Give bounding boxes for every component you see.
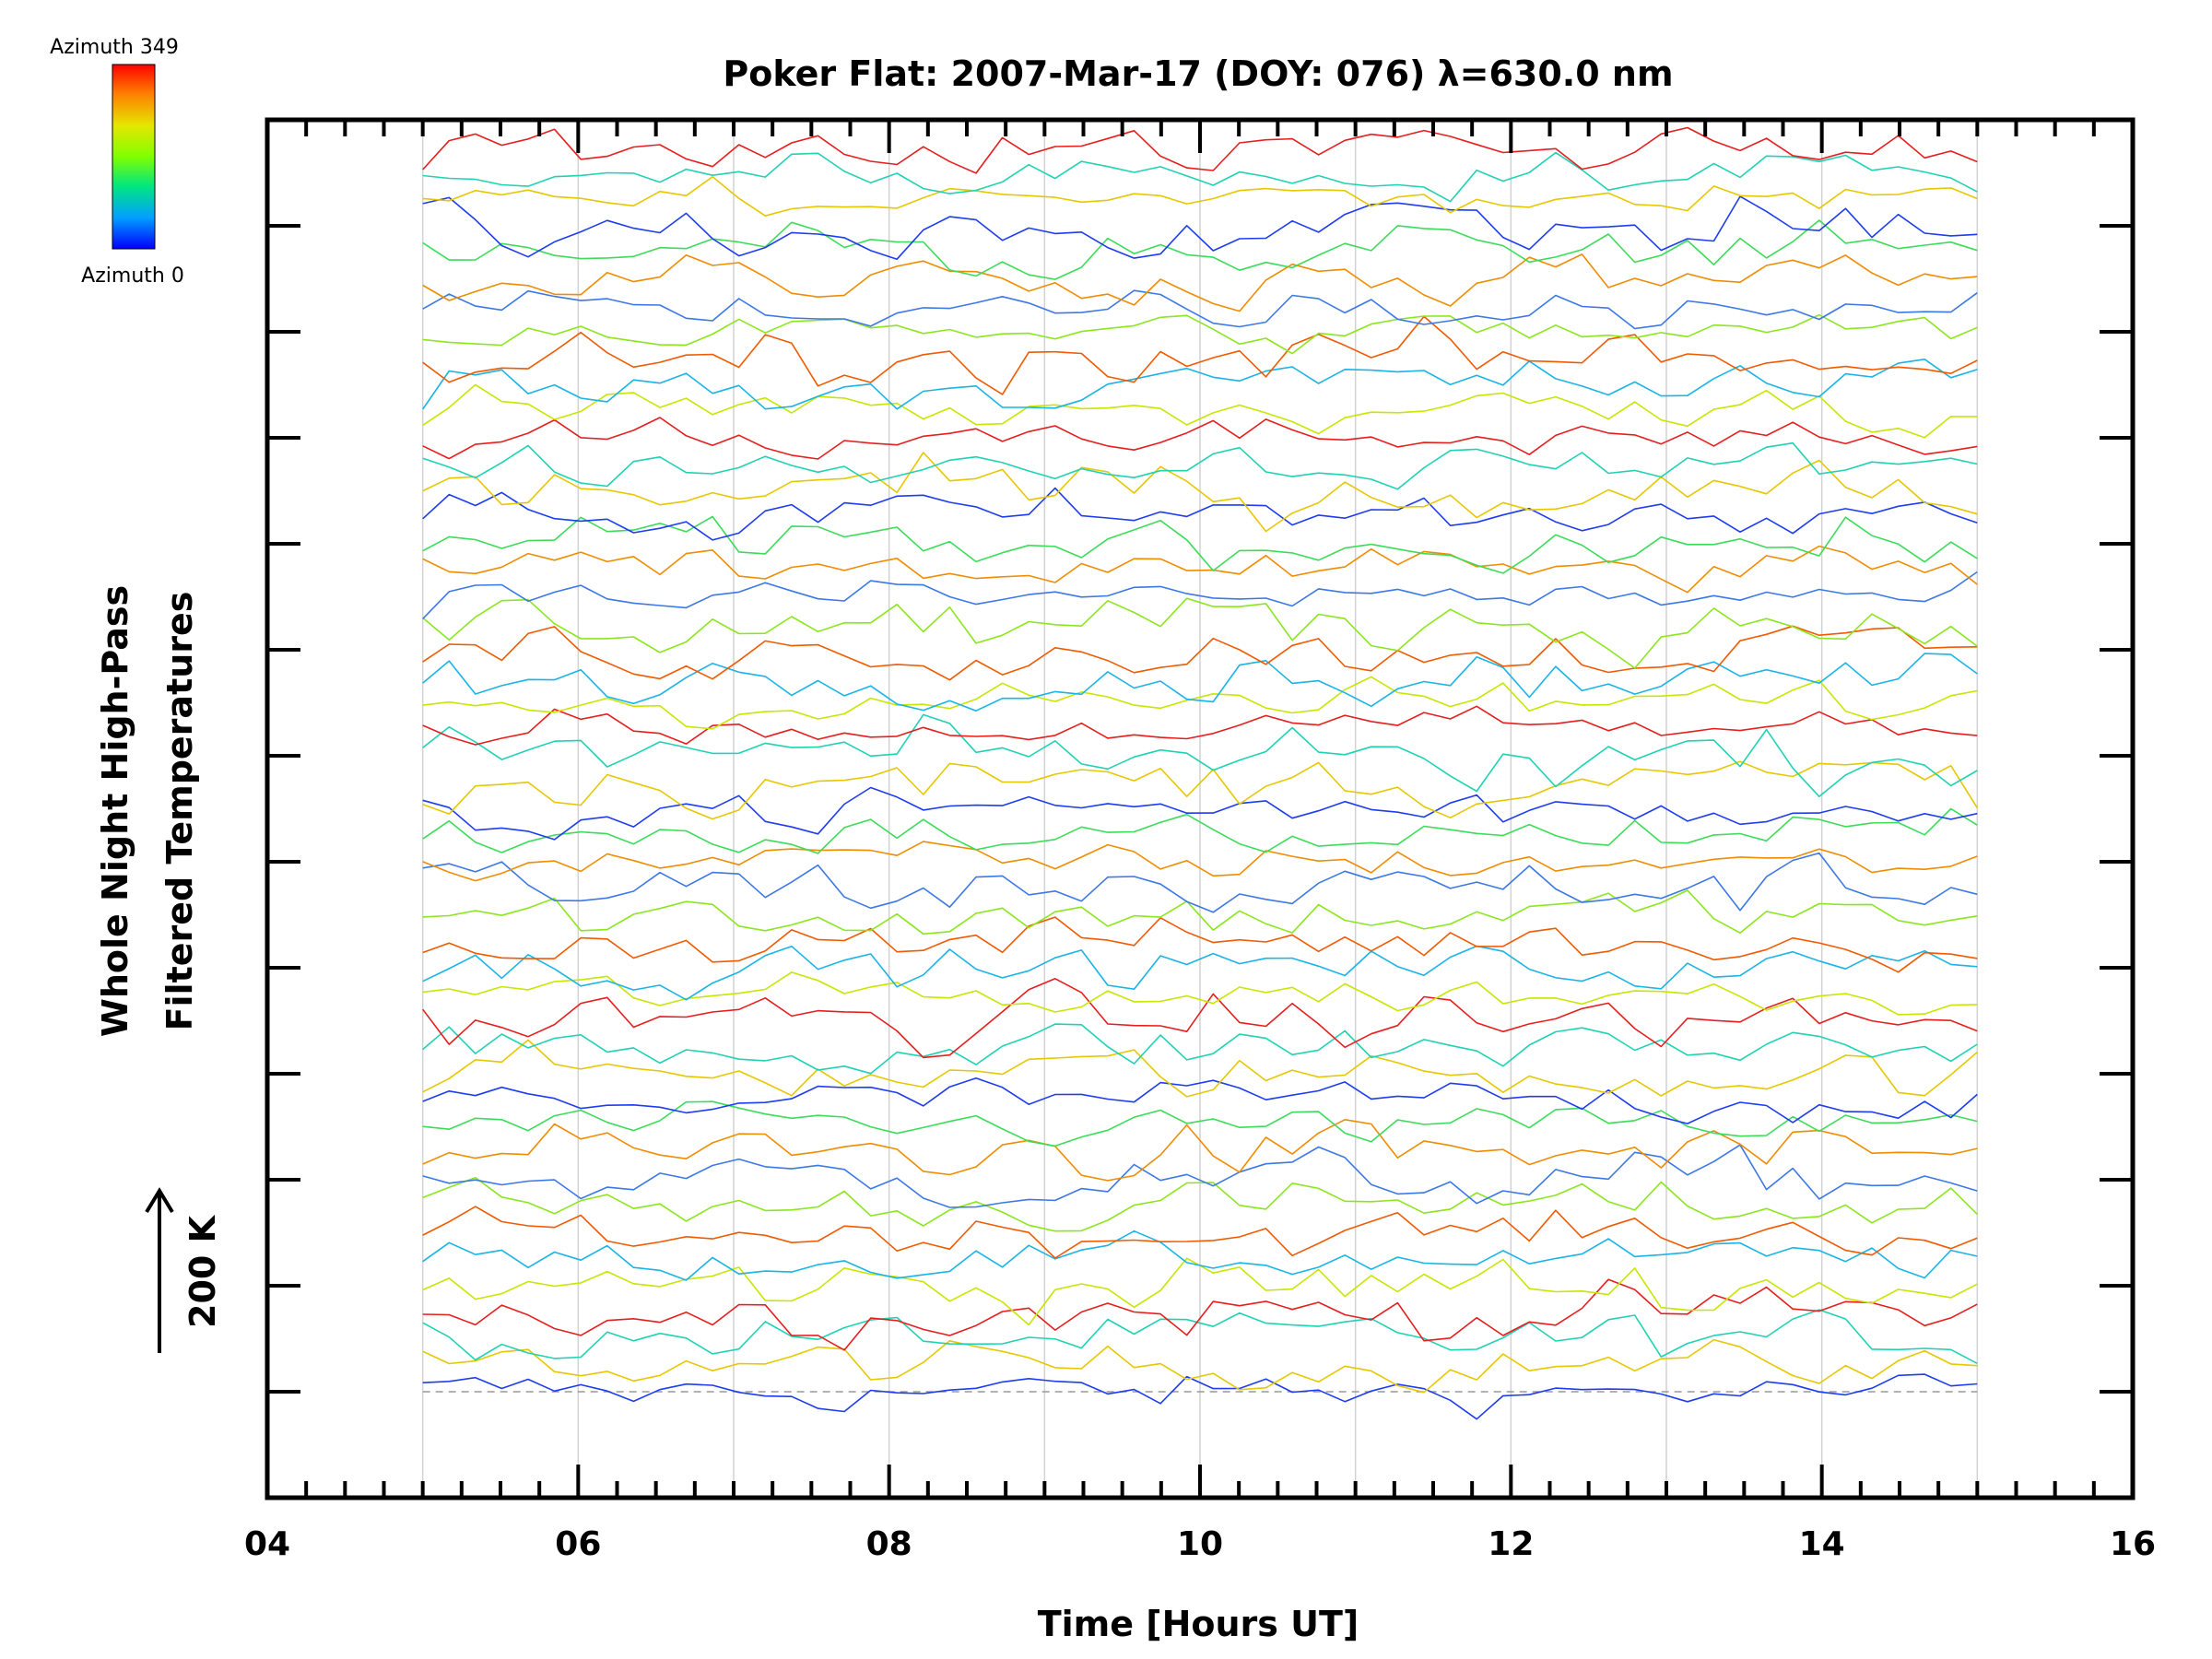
series-line [422, 653, 1978, 712]
x-axis-label: Time [Hours UT] [1038, 1604, 1359, 1644]
colorbar-bottom-label: Azimuth 0 [81, 265, 184, 288]
series-line [422, 1144, 1978, 1208]
series-line [422, 315, 1978, 395]
series-line [422, 1077, 1978, 1124]
series-line [422, 313, 1978, 355]
series-line [422, 1206, 1978, 1259]
series-line [422, 1176, 1978, 1232]
x-tick-label: 08 [866, 1525, 912, 1563]
y-axis-label-line1: Whole Night High-Pass [95, 585, 135, 1037]
series-line [422, 383, 1978, 439]
scale-bar-label: 200 K [182, 1214, 223, 1328]
series-line [422, 807, 1978, 854]
series-line [422, 945, 1978, 1001]
axis-layer [265, 117, 2136, 1500]
series-line [422, 176, 1978, 217]
series-line [422, 151, 1978, 203]
series-line [422, 289, 1978, 330]
series-line [422, 978, 1978, 1059]
series-line [422, 1278, 1978, 1351]
series-line [422, 916, 1978, 973]
series-line [422, 1309, 1978, 1365]
series-line [422, 625, 1978, 681]
series-line [422, 452, 1978, 533]
series-line [422, 126, 1978, 174]
x-tick-label: 04 [244, 1525, 290, 1563]
x-tick-label: 16 [2110, 1525, 2156, 1563]
x-tick-label: 12 [1488, 1525, 1534, 1563]
chart-title: Poker Flat: 2007-Mar-17 (DOY: 076) λ=630… [723, 53, 1673, 94]
series-line [422, 253, 1978, 312]
y-axis-label-line2: Filtered Temperatures [159, 592, 200, 1031]
series-line [422, 971, 1978, 1016]
series-line [422, 358, 1978, 410]
colorbar-top-label: Azimuth 349 [50, 36, 179, 59]
series-line [422, 441, 1978, 490]
series-line [422, 597, 1978, 669]
x-tick-label: 06 [555, 1525, 601, 1563]
series-line [422, 705, 1978, 746]
series-line [422, 852, 1978, 913]
colorbar [112, 64, 156, 250]
series-line [422, 219, 1978, 280]
tick-label-layer: 04 06 08 10 12 14 16 [244, 1525, 2156, 1563]
series-line [422, 417, 1978, 460]
series-line [422, 1039, 1978, 1098]
series-line [422, 515, 1978, 574]
x-tick-label: 14 [1799, 1525, 1845, 1563]
series-line [422, 1100, 1978, 1147]
series-line [422, 571, 1978, 619]
series-line [422, 676, 1978, 730]
scale-bar-arrow-head [145, 1187, 174, 1214]
x-tick-label: 10 [1177, 1525, 1223, 1563]
series-line [422, 889, 1978, 935]
series-line [422, 487, 1978, 541]
series-line [422, 545, 1978, 594]
series-line [422, 760, 1978, 820]
series-line [422, 841, 1978, 882]
series-line [422, 1023, 1978, 1075]
series-line [422, 1338, 1978, 1394]
series-line [422, 1230, 1978, 1281]
series-layer [422, 126, 1978, 1420]
series-line [422, 195, 1978, 261]
series-line [422, 1373, 1978, 1420]
series-line [422, 713, 1978, 798]
